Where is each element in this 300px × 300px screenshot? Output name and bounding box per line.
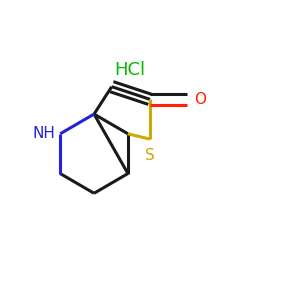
Text: O: O <box>194 92 206 107</box>
Text: S: S <box>145 148 155 163</box>
Text: NH: NH <box>33 126 56 141</box>
Text: HCl: HCl <box>114 61 145 80</box>
